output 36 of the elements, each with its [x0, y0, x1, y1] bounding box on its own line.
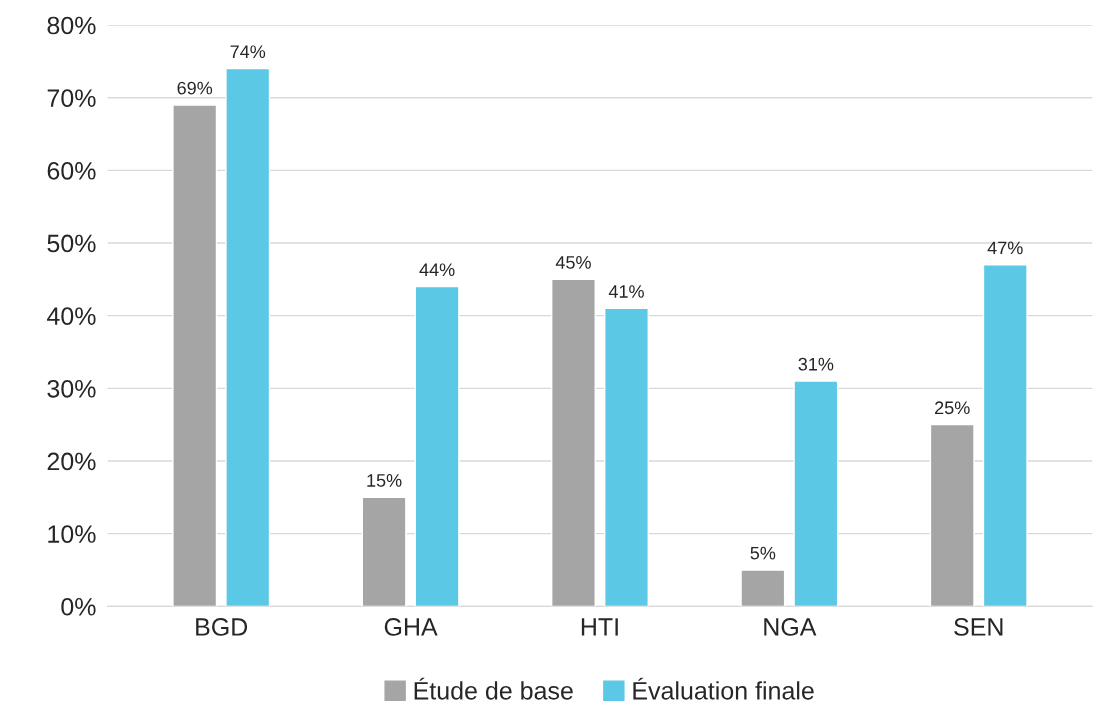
bar	[172, 104, 218, 607]
y-tick-label: 50%	[47, 234, 96, 253]
y-tick-label: 20%	[47, 452, 96, 471]
bar	[982, 264, 1028, 607]
y-tick-label: 40%	[47, 307, 96, 325]
legend-label: Évaluation finale	[633, 677, 814, 700]
y-tick-label: 30%	[47, 379, 96, 398]
data-label: 69%	[177, 81, 213, 95]
x-tick-label: HTI	[581, 618, 618, 636]
bar	[740, 569, 786, 607]
bar	[929, 423, 975, 607]
data-label: 45%	[555, 256, 591, 269]
x-tick-label: GHA	[384, 618, 438, 636]
x-tick-label: NGA	[764, 618, 817, 636]
data-label: 25%	[935, 401, 970, 415]
bar	[550, 278, 596, 607]
x-tick-label: SEN	[954, 618, 1003, 636]
y-tick-label: 80%	[47, 16, 96, 35]
y-tick-label: 10%	[48, 525, 96, 543]
y-tick-label: 0%	[61, 597, 96, 616]
bar	[604, 307, 649, 607]
bar	[361, 496, 407, 607]
data-label: 5%	[750, 546, 776, 560]
y-tick-label: 60%	[47, 161, 96, 180]
data-label: 47%	[987, 241, 1023, 255]
data-label: 31%	[798, 357, 834, 371]
legend-label: Étude de base	[414, 677, 573, 700]
x-tick-label: BGD	[196, 618, 248, 636]
data-label: 44%	[419, 263, 455, 277]
data-label: 74%	[230, 45, 266, 59]
bar	[793, 380, 839, 607]
data-label: 15%	[367, 474, 402, 487]
data-label: 41%	[608, 285, 644, 298]
y-tick-label: 70%	[47, 89, 96, 107]
bar	[414, 285, 460, 607]
bar	[225, 67, 271, 607]
